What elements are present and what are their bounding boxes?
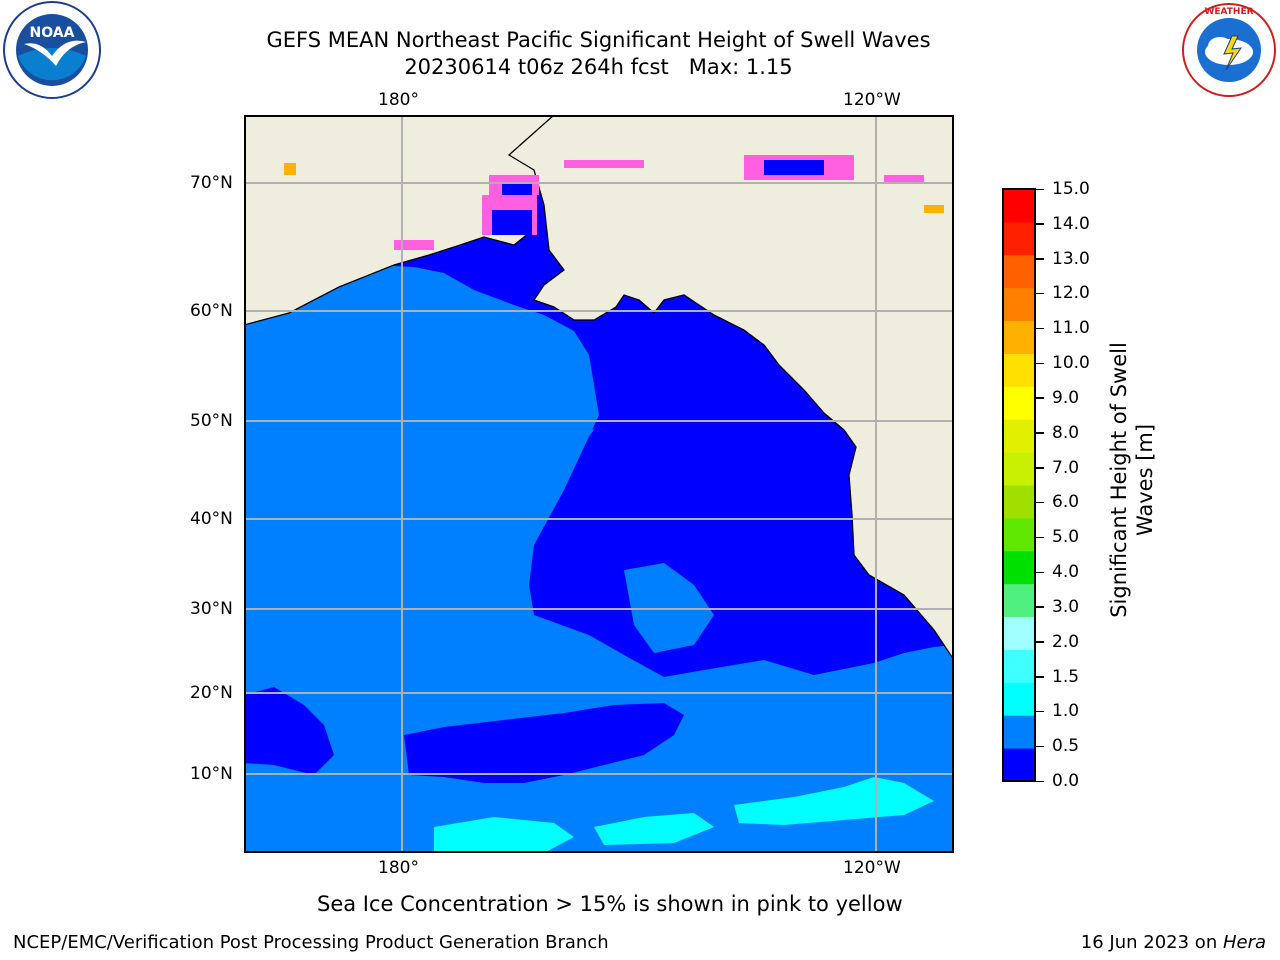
colorbar-segment bbox=[1003, 485, 1035, 519]
colorbar-frame bbox=[1002, 188, 1036, 782]
colorbar-tick-label: 9.0 bbox=[1052, 387, 1080, 408]
colorbar-tick-mark bbox=[1036, 710, 1044, 713]
colorbar-tick-label: 13.0 bbox=[1052, 248, 1090, 269]
colorbar-segment bbox=[1003, 189, 1035, 223]
lon-tick-top-180: 180° bbox=[378, 90, 419, 110]
colorbar-tick-label: 0.0 bbox=[1052, 771, 1080, 791]
colorbar-tick-label: 11.0 bbox=[1052, 318, 1090, 339]
colorbar-tick-mark bbox=[1036, 676, 1044, 678]
footer-branch: NCEP/EMC/Verification Post Processing Pr… bbox=[13, 932, 609, 953]
lat-tick-40n: 40°N bbox=[190, 509, 233, 529]
colorbar-tick-label: 7.0 bbox=[1052, 457, 1080, 478]
colorbar-tick-mark bbox=[1036, 362, 1044, 365]
colorbar-tick-mark bbox=[1036, 327, 1044, 330]
lat-tick-20n: 20°N bbox=[190, 683, 233, 703]
colorbar-tick-mark bbox=[1036, 397, 1044, 399]
colorbar-segment bbox=[1003, 287, 1035, 322]
lon-tick-bottom-180: 180° bbox=[378, 858, 419, 878]
nws-logo: WEATHER bbox=[1182, 3, 1276, 97]
colorbar-tick-label: 15.0 bbox=[1052, 179, 1090, 199]
colorbar bbox=[1002, 188, 1036, 782]
colorbar-segment bbox=[1003, 583, 1035, 618]
lat-tick-10n: 10°N bbox=[190, 764, 233, 784]
noaa-logo-text: NOAA bbox=[30, 25, 75, 41]
colorbar-segment bbox=[1003, 452, 1035, 486]
colorbar-tick-label: 6.0 bbox=[1052, 492, 1080, 513]
colorbar-tick-mark bbox=[1036, 467, 1044, 469]
colorbar-tick-label: 10.0 bbox=[1052, 353, 1090, 374]
colorbar-tick-mark bbox=[1036, 292, 1044, 295]
colorbar-segment bbox=[1003, 682, 1035, 716]
colorbar-segment bbox=[1003, 517, 1035, 552]
colorbar-tick-label: 4.0 bbox=[1052, 562, 1080, 583]
colorbar-label-line1: Significant Height of Swell bbox=[1107, 342, 1131, 618]
footer-host: Hera bbox=[1222, 932, 1266, 953]
swell-height-map bbox=[244, 115, 954, 853]
colorbar-segment bbox=[1003, 715, 1035, 749]
noaa-logo: NOAA bbox=[3, 1, 101, 99]
map-title: GEFS MEAN Northeast Pacific Significant … bbox=[266, 28, 931, 52]
colorbar-tick-mark bbox=[1036, 745, 1044, 748]
sea-ice-concentration bbox=[284, 155, 944, 250]
graticule bbox=[244, 115, 954, 853]
colorbar-segment bbox=[1003, 221, 1035, 256]
colorbar-segment bbox=[1003, 386, 1035, 420]
footer-date-text: 16 Jun 2023 on bbox=[1080, 932, 1223, 953]
colorbar-segment bbox=[1003, 748, 1035, 782]
colorbar-tick-mark bbox=[1036, 606, 1044, 608]
lat-tick-70n: 70°N bbox=[190, 173, 233, 193]
colorbar-tick-mark bbox=[1036, 258, 1044, 260]
colorbar-tick-label: 2.0 bbox=[1052, 631, 1080, 652]
colorbar-segment bbox=[1003, 649, 1035, 683]
colorbar-tick-label: 5.0 bbox=[1052, 527, 1080, 548]
colorbar-tick-mark bbox=[1036, 536, 1044, 539]
svg-text:WEATHER: WEATHER bbox=[1204, 7, 1253, 17]
colorbar-tick-label: 14.0 bbox=[1052, 213, 1090, 234]
colorbar-tick-mark bbox=[1036, 223, 1044, 225]
colorbar-tick-label: 0.5 bbox=[1052, 736, 1080, 757]
colorbar-tick-mark bbox=[1036, 780, 1044, 782]
colorbar-tick-mark bbox=[1036, 501, 1044, 504]
swell-band-1.0-1.5 bbox=[434, 777, 934, 853]
colorbar-segment bbox=[1003, 550, 1035, 585]
colorbar-tick-mark bbox=[1036, 432, 1044, 434]
colorbar-segment bbox=[1003, 320, 1035, 354]
colorbar-label: Significant Height of Swell Waves [m] bbox=[1102, 230, 1162, 730]
colorbar-tick-label: 3.0 bbox=[1052, 596, 1080, 617]
colorbar-segment bbox=[1003, 353, 1035, 387]
colorbar-tick-label: 8.0 bbox=[1052, 422, 1080, 443]
colorbar-segment bbox=[1003, 616, 1035, 650]
lat-tick-30n: 30°N bbox=[190, 599, 233, 619]
lat-tick-60n: 60°N bbox=[190, 301, 233, 321]
colorbar-segment bbox=[1003, 254, 1035, 289]
colorbar-tick-label: 12.0 bbox=[1052, 283, 1090, 304]
map-frame bbox=[244, 115, 954, 853]
colorbar-tick-label: 1.0 bbox=[1052, 701, 1080, 722]
lon-tick-bottom-120w: 120°W bbox=[843, 858, 901, 878]
colorbar-tick-mark bbox=[1036, 571, 1044, 574]
map-subtitle: 20230614 t06z 264h fcst Max: 1.15 bbox=[404, 55, 793, 79]
footer-date: 16 Jun 2023 on Hera bbox=[1081, 932, 1266, 954]
colorbar-tick-label: 1.5 bbox=[1052, 666, 1080, 687]
lat-tick-50n: 50°N bbox=[190, 411, 233, 431]
lon-tick-top-120w: 120°W bbox=[843, 90, 901, 110]
colorbar-tick-mark bbox=[1036, 641, 1044, 643]
colorbar-label-line2: Waves [m] bbox=[1133, 423, 1157, 537]
colorbar-segment bbox=[1003, 419, 1035, 453]
colorbar-tick-mark bbox=[1036, 188, 1044, 190]
sea-ice-caption: Sea Ice Concentration > 15% is shown in … bbox=[317, 892, 903, 916]
